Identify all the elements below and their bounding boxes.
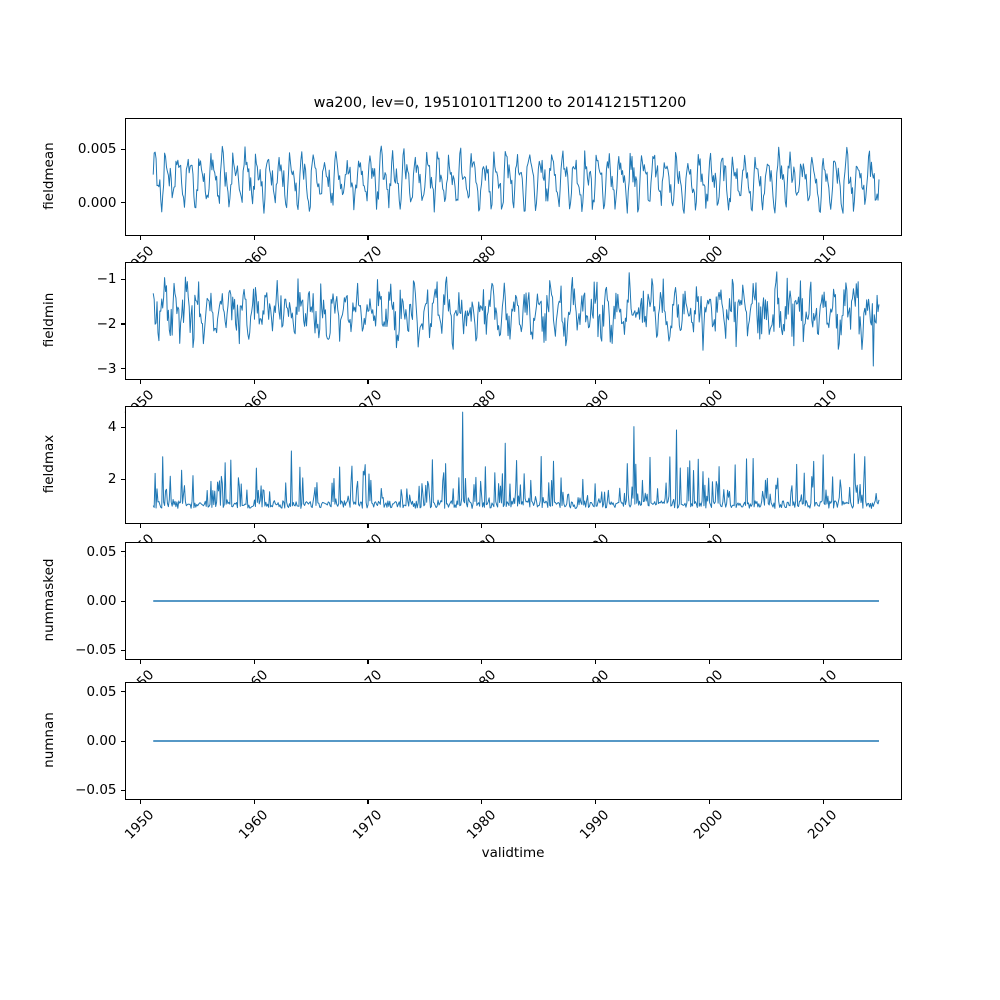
series-canvas-fieldmean xyxy=(152,145,879,214)
plot-panel-fieldmin xyxy=(124,262,902,380)
x-tick-mark xyxy=(481,800,483,804)
x-tick-mark xyxy=(822,524,824,528)
y-tick-mark xyxy=(120,323,125,325)
y-tick-label: 4 xyxy=(107,419,117,436)
series-canvas-fieldmin xyxy=(152,271,879,367)
x-tick-mark xyxy=(594,524,597,528)
y-tick-mark xyxy=(120,600,125,602)
x-tick-mark xyxy=(253,660,255,664)
y-tick-mark xyxy=(120,478,125,480)
y-tick-mark xyxy=(120,789,125,791)
x-tick-mark xyxy=(367,524,369,528)
y-tick-mark xyxy=(120,278,125,280)
x-tick-mark xyxy=(594,380,597,384)
y-tick-label: 0.000 xyxy=(77,194,117,211)
y-tick-mark xyxy=(120,368,125,370)
x-tick-mark xyxy=(367,800,369,804)
figure-title: wa200, lev=0, 19510101T1200 to 20141215T… xyxy=(313,95,687,111)
x-tick-mark xyxy=(139,660,142,664)
x-tick-mark xyxy=(139,524,142,528)
plot-panel-nummasked xyxy=(124,542,902,660)
x-tick-mark xyxy=(367,236,369,240)
y-tick-label: −3 xyxy=(96,360,117,377)
x-tick-mark xyxy=(708,660,710,664)
y-tick-mark xyxy=(120,740,125,742)
y-tick-label: −0.05 xyxy=(75,782,117,799)
plot-panel-fieldmax xyxy=(124,406,902,524)
x-tick-mark xyxy=(822,800,824,804)
series-canvas-nummasked xyxy=(152,600,879,602)
x-tick-mark xyxy=(822,236,824,240)
x-tick-mark xyxy=(253,800,255,804)
x-tick-mark xyxy=(253,236,255,240)
x-tick-mark xyxy=(139,380,142,384)
y-axis-label-fieldmax: fieldmax xyxy=(40,434,57,494)
x-tick-mark xyxy=(594,660,597,664)
y-axis-label-fieldmean: fieldmean xyxy=(40,142,57,210)
y-tick-mark xyxy=(120,202,125,204)
series-canvas-fieldmax xyxy=(152,411,879,509)
y-tick-label: 2 xyxy=(107,471,117,488)
y-tick-mark xyxy=(120,649,125,651)
y-tick-mark xyxy=(120,148,125,150)
y-tick-label: −2 xyxy=(96,315,117,332)
x-tick-mark xyxy=(822,660,824,664)
x-tick-mark xyxy=(481,660,483,664)
y-tick-label: 0.05 xyxy=(86,543,117,560)
y-tick-label: 0.005 xyxy=(77,141,117,158)
y-tick-label: −1 xyxy=(96,271,117,288)
x-tick-mark xyxy=(253,380,255,384)
y-tick-mark xyxy=(120,551,125,553)
y-tick-label: −0.05 xyxy=(75,642,117,659)
data-line-fieldmin xyxy=(152,271,879,367)
x-tick-mark xyxy=(594,800,597,804)
x-tick-mark xyxy=(367,660,369,664)
x-tick-mark xyxy=(708,524,710,528)
x-tick-mark xyxy=(594,236,597,240)
data-line-fieldmean xyxy=(152,145,879,214)
series-canvas-numnan xyxy=(152,740,879,742)
data-line-fieldmax xyxy=(152,411,879,509)
x-tick-mark xyxy=(481,236,483,240)
y-tick-mark xyxy=(120,426,125,428)
plot-panel-numnan xyxy=(124,682,902,800)
plot-panel-fieldmean xyxy=(124,118,902,236)
x-tick-mark xyxy=(481,380,483,384)
x-tick-mark xyxy=(139,800,142,804)
x-tick-mark xyxy=(139,236,142,240)
x-tick-mark xyxy=(481,524,483,528)
x-tick-mark xyxy=(822,380,824,384)
y-tick-label: 0.05 xyxy=(86,683,117,700)
x-tick-mark xyxy=(253,524,255,528)
x-tick-mark xyxy=(367,380,369,384)
x-axis-label: validtime xyxy=(481,845,545,861)
x-tick-mark xyxy=(708,236,710,240)
x-tick-mark xyxy=(708,800,710,804)
y-tick-label: 0.00 xyxy=(86,593,117,609)
y-tick-label: 0.00 xyxy=(86,733,117,749)
x-tick-mark xyxy=(708,380,710,384)
y-tick-mark xyxy=(120,691,125,693)
